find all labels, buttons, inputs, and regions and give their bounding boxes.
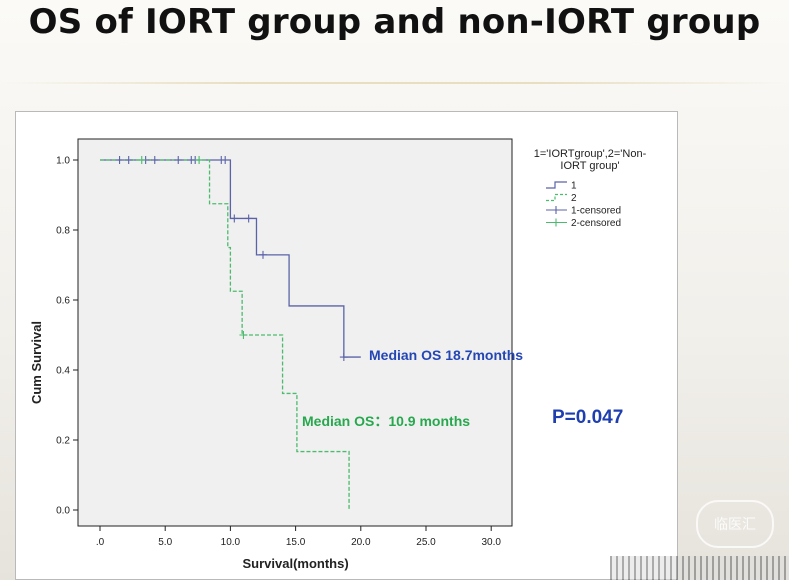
censor-mark-1 xyxy=(174,156,183,164)
censor-mark-2 xyxy=(195,156,204,164)
median-os-group2-annotation: Median OS：10.9 months xyxy=(302,413,470,429)
legend-swatch-1 xyxy=(546,181,567,189)
censor-mark-1 xyxy=(230,214,239,223)
slide-title: OS of IORT group and non-IORT group xyxy=(28,2,761,42)
title-underline xyxy=(0,82,789,84)
legend-swatch-2-censored xyxy=(546,218,567,227)
legend: 1='IORTgroup',2='Non- IORT group' 12 1-ce… xyxy=(534,148,647,229)
legend-label-1: 1 xyxy=(571,181,577,192)
x-tick-label: 15.0 xyxy=(286,537,306,548)
censor-mark-1 xyxy=(124,156,133,164)
legend-title-line-2: IORT group' xyxy=(560,160,619,172)
km-chart: .0 5.0 10.0 15.0 20.0 25.0 30.0 0.0 0.2 0.4 0.6 0.8… xyxy=(29,138,647,571)
x-tick-label: 5.0 xyxy=(158,537,172,548)
censor-mark-2 xyxy=(239,331,248,339)
y-tick-label: 1.0 xyxy=(56,156,70,167)
y-tick-label: 0.6 xyxy=(56,296,70,307)
x-tick-label: 20.0 xyxy=(351,537,371,548)
censor-mark-2 xyxy=(137,156,146,164)
y-tick-label: 0.2 xyxy=(56,436,70,447)
series-line-2 xyxy=(100,159,350,510)
censor-mark-1 xyxy=(259,250,267,259)
plot-area xyxy=(77,138,513,527)
series-line-1 xyxy=(100,159,361,358)
censor-mark-1 xyxy=(115,156,124,164)
y-tick-label: 0.0 xyxy=(56,506,70,517)
axis-ticks: .0 5.0 10.0 15.0 20.0 25.0 30.0 0.0 0.2 0.4 0.6 0.8… xyxy=(56,156,501,549)
y-tick-label: 0.4 xyxy=(56,366,70,377)
series-layer xyxy=(100,159,361,510)
y-tick-label: 0.8 xyxy=(56,226,70,237)
legend-title-line-1: 1='IORTgroup',2='Non- xyxy=(534,148,647,160)
censor-mark-1 xyxy=(221,156,230,164)
censor-mark-1 xyxy=(244,214,253,223)
x-tick-label: 25.0 xyxy=(416,537,436,548)
legend-swatch-2 xyxy=(546,193,567,202)
legend-swatch-1-censored xyxy=(546,206,567,214)
corner-decoration xyxy=(610,556,789,580)
y-axis-label: Cum Survival xyxy=(29,321,44,404)
censor-mark-1 xyxy=(339,353,348,362)
censor-layer xyxy=(115,156,348,362)
watermark-logo: 临医汇 xyxy=(696,500,774,548)
median-os-group1-annotation: Median OS 18.7months xyxy=(369,347,523,363)
x-tick-label: .0 xyxy=(96,537,105,548)
x-tick-label: 30.0 xyxy=(481,537,501,548)
legend-label-2: 2 xyxy=(571,193,577,204)
x-axis-label: Survival(months) xyxy=(243,556,349,571)
p-value-annotation: P=0.047 xyxy=(552,407,623,428)
legend-label-2-censored: 2-censored xyxy=(571,218,621,229)
censor-mark-1 xyxy=(150,156,159,164)
x-tick-label: 10.0 xyxy=(221,537,241,548)
legend-label-1-censored: 1-censored xyxy=(571,206,621,217)
